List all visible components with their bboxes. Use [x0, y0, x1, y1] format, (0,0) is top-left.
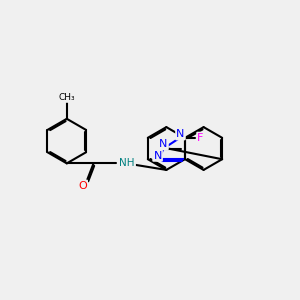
Text: O: O: [78, 181, 87, 191]
Text: N: N: [153, 151, 162, 160]
Text: N: N: [176, 129, 185, 139]
Text: CH₃: CH₃: [58, 93, 75, 102]
Text: N: N: [159, 139, 168, 149]
Text: F: F: [197, 133, 204, 143]
Text: NH: NH: [119, 158, 135, 168]
